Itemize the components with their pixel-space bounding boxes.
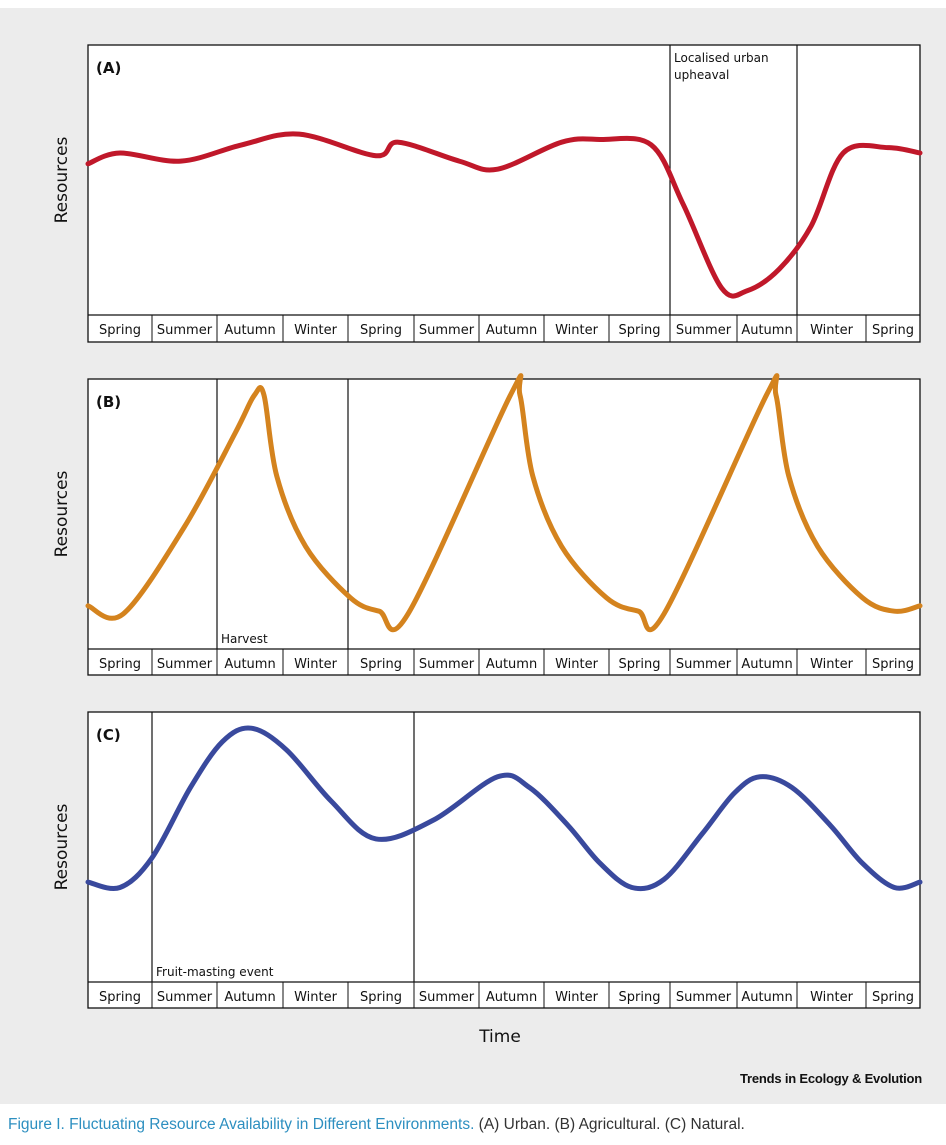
panel-2-series-line <box>85 373 923 633</box>
panel-1-season-label: Summer <box>419 323 475 338</box>
caption-body: (A) Urban. (B) Agricultural. (C) Natural… <box>474 1116 745 1133</box>
panel-2-season-label: Spring <box>99 657 141 672</box>
panel-1-season-label: Spring <box>99 323 141 338</box>
panel-3-letter: (C) <box>96 726 121 744</box>
panel-1-annotation-label: upheaval <box>674 68 729 82</box>
panel-3-frame <box>87 711 921 1009</box>
panel-2-season-label: Winter <box>810 657 854 672</box>
panel-1-season-label: Autumn <box>224 323 275 338</box>
panel-1-season-label: Spring <box>619 323 661 338</box>
panel-2-season-label: Summer <box>676 657 732 672</box>
panel-2-season-label: Autumn <box>486 657 537 672</box>
figure-caption: Figure I. Fluctuating Resource Availabil… <box>8 1116 944 1134</box>
panel-1-season-label: Summer <box>157 323 213 338</box>
panel-2-y-axis-label: Resources <box>52 470 72 557</box>
panel-2-frame <box>87 378 921 676</box>
panel-2-season-label: Autumn <box>224 657 275 672</box>
panel-1-season-label: Winter <box>555 323 599 338</box>
panel-2-season-label: Winter <box>294 657 338 672</box>
panel-3-season-label: Autumn <box>224 990 275 1005</box>
panel-2-letter: (B) <box>96 393 121 411</box>
x-axis-label-time: Time <box>478 1027 521 1047</box>
panel-3-y-axis-label: Resources <box>52 803 72 890</box>
panel-3-season-label: Spring <box>872 990 914 1005</box>
panel-3-series-line <box>85 725 923 892</box>
panel-3-season-label: Spring <box>619 990 661 1005</box>
panel-1-season-label: Winter <box>294 323 338 338</box>
panel-2-season-label: Winter <box>555 657 599 672</box>
panel-1-letter: (A) <box>96 59 121 77</box>
panel-1-season-label: Autumn <box>741 323 792 338</box>
caption-title: Figure I. Fluctuating Resource Availabil… <box>8 1116 475 1133</box>
panel-3-season-label: Autumn <box>741 990 792 1005</box>
panel-3-season-label: Summer <box>676 990 732 1005</box>
journal-credit: Trends in Ecology & Evolution <box>740 1071 922 1086</box>
panel-3-season-label: Autumn <box>486 990 537 1005</box>
panel-3-season-label: Winter <box>810 990 854 1005</box>
panel-3-season-label: Spring <box>99 990 141 1005</box>
panel-3-season-label: Summer <box>157 990 213 1005</box>
panel-1-season-label: Winter <box>810 323 854 338</box>
panel-2-annotation-label: Harvest <box>221 632 268 646</box>
figure-svg: Spring Summer Autumn Winter Spring Summer Autu… <box>52 44 923 1086</box>
panel-1-y-axis-label: Resources <box>52 136 72 223</box>
panel-2-season-label: Summer <box>157 657 213 672</box>
panel-1-series-line <box>85 131 923 299</box>
panel-2-season-label: Autumn <box>741 657 792 672</box>
panel-1-season-label: Autumn <box>486 323 537 338</box>
panel-2-season-label: Spring <box>360 657 402 672</box>
panel-1-season-label: Spring <box>872 323 914 338</box>
panel-3-season-label: Winter <box>555 990 599 1005</box>
panel-3-season-label: Winter <box>294 990 338 1005</box>
panel-3-season-label: Spring <box>360 990 402 1005</box>
panel-1-annotation-label: Localised urban <box>674 51 769 65</box>
panel-1-frame <box>87 44 921 343</box>
figure-panel: Spring Summer Autumn Winter Spring Summer Autu… <box>0 8 946 1104</box>
panel-2-season-label: Summer <box>419 657 475 672</box>
panel-1-season-label: Summer <box>676 323 732 338</box>
panel-1-season-label: Spring <box>360 323 402 338</box>
panel-2-season-label: Spring <box>619 657 661 672</box>
panel-3-season-label: Summer <box>419 990 475 1005</box>
panel-3-annotation-label: Fruit-masting event <box>156 965 274 979</box>
panel-2-season-label: Spring <box>872 657 914 672</box>
